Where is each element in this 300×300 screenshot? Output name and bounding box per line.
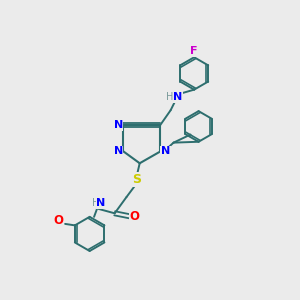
Text: N: N bbox=[161, 146, 170, 157]
Text: N: N bbox=[114, 120, 123, 130]
Text: O: O bbox=[53, 214, 63, 227]
Text: N: N bbox=[173, 92, 183, 102]
Text: N: N bbox=[96, 198, 106, 208]
Text: O: O bbox=[130, 210, 140, 223]
Text: H: H bbox=[166, 92, 174, 102]
Text: N: N bbox=[114, 146, 123, 157]
Text: S: S bbox=[132, 173, 141, 186]
Text: H: H bbox=[92, 198, 99, 208]
Text: F: F bbox=[190, 46, 198, 56]
